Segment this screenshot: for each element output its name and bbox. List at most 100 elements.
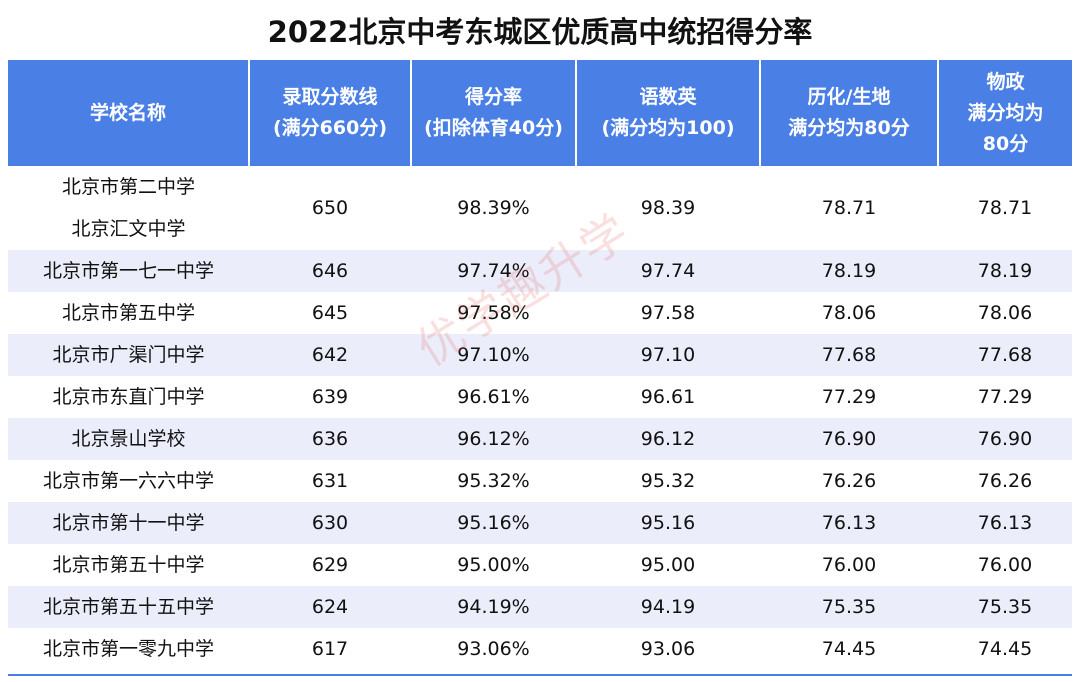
school-name: 北京市广渠门中学 — [52, 344, 205, 366]
cutoff-score-cell: 642 — [249, 334, 411, 376]
cutoff-score-cell: 650 — [311, 197, 349, 219]
physics-politics-cell: 78.71 — [977, 197, 1033, 219]
table-row: 北京市第五中学 645 97.58% 97.58 78.06 78.06 — [8, 292, 1072, 334]
history-chemistry-cell: 77.68 — [760, 334, 938, 376]
physics-politics-cell: 75.35 — [938, 586, 1072, 628]
table-row: 北京景山学校 636 96.12% 96.12 76.90 76.90 — [8, 418, 1072, 460]
school-name: 北京市第五中学 — [61, 302, 195, 324]
header-physics-politics: 物政满分均为 80分 — [937, 60, 1072, 166]
header-line: 满分均为 — [967, 101, 1044, 124]
header-score-rate: 得分率 (扣除体育40分) — [410, 60, 577, 166]
school-name: 北京市东直门中学 — [52, 386, 205, 408]
header-school-name: 学校名称 — [8, 60, 250, 166]
school-name: 北京市第一七一中学 — [42, 260, 214, 282]
school-name-cell: 北京市第一七一中学 — [8, 250, 249, 292]
history-chemistry-cell: 74.45 — [821, 638, 877, 660]
cutoff-score-cell: 631 — [311, 470, 349, 492]
table-row: 北京市第一七一中学 646 97.74% 97.74 78.19 78.19 — [8, 250, 1072, 292]
school-name: 北京市第一六六中学 — [42, 470, 214, 492]
table-row: 北京市第二中学 北京汇文中学 650 98.39% 98.39 78.71 78.71 — [8, 166, 1072, 250]
school-name: 北京市第一零九中学 — [42, 638, 214, 660]
cutoff-score-cell: 629 — [311, 554, 349, 576]
core-subjects-cell: 96.12 — [576, 418, 760, 460]
score-rate-cell: 94.19% — [411, 586, 576, 628]
score-table: 学校名称 录取分数线 (满分660分) 得分率 (扣除体育40分) 语数英 (满分均为100… — [8, 60, 1072, 670]
table-row: 北京市第五十中学 629 95.00% 95.00 76.00 76.00 — [8, 544, 1072, 586]
school-name: 北京市第五十五中学 — [42, 596, 214, 618]
table-row: 北京市第一零九中学 617 93.06% 93.06 74.45 74.45 — [8, 628, 1072, 670]
cutoff-score-cell: 646 — [249, 250, 411, 292]
core-subjects-cell: 94.19 — [576, 586, 760, 628]
core-subjects-cell: 95.16 — [576, 502, 760, 544]
score-rate-cell: 97.74% — [411, 250, 576, 292]
header-line: (扣除体育40分) — [424, 117, 563, 139]
header-chinese-math-english: 语数英 (满分均为100) — [575, 60, 761, 166]
table-header: 学校名称 录取分数线 (满分660分) 得分率 (扣除体育40分) 语数英 (满分均为100… — [8, 60, 1072, 166]
table-row: 北京市第十一中学 630 95.16% 95.16 76.13 76.13 — [8, 502, 1072, 544]
school-name: 北京景山学校 — [71, 428, 186, 450]
physics-politics-cell: 74.45 — [977, 638, 1033, 660]
core-subjects-cell: 97.10 — [576, 334, 760, 376]
score-rate-cell: 98.39% — [457, 197, 530, 219]
history-chemistry-cell: 78.06 — [821, 302, 877, 324]
header-row: 学校名称 录取分数线 (满分660分) 得分率 (扣除体育40分) 语数英 (满分均为100… — [8, 60, 1072, 166]
header-line: (满分660分) — [272, 117, 388, 139]
history-chemistry-cell: 76.26 — [821, 470, 877, 492]
core-subjects-cell: 96.61 — [640, 386, 696, 408]
school-name-cell: 北京市第一零九中学 — [8, 628, 249, 670]
cutoff-score-cell: 617 — [311, 638, 349, 660]
school-name-cell: 北京市第五十五中学 — [8, 586, 249, 628]
history-chemistry-cell: 76.13 — [760, 502, 938, 544]
header-line: 学校名称 — [89, 101, 166, 124]
school-name: 北京市第二中学 — [61, 176, 195, 198]
header-line: 物政 — [986, 70, 1025, 93]
physics-politics-cell: 77.29 — [977, 386, 1033, 408]
score-rate-cell: 96.61% — [457, 386, 530, 408]
page-title: 2022北京中考东城区优质高中统招得分率 — [267, 15, 813, 49]
cutoff-score-cell: 636 — [249, 418, 411, 460]
header-line: 录取分数线 — [282, 86, 378, 108]
bottom-rule — [8, 674, 1072, 676]
history-chemistry-cell: 76.00 — [821, 554, 877, 576]
table-body: 北京市第二中学 北京汇文中学 650 98.39% 98.39 78.71 78.71 北京市… — [8, 166, 1072, 670]
header-history-chemistry: 历化/生地 满分均为80分 — [759, 60, 939, 166]
school-name-cell: 北京市东直门中学 — [8, 376, 249, 418]
core-subjects-cell: 97.58 — [640, 302, 696, 324]
history-chemistry-cell: 78.19 — [760, 250, 938, 292]
core-subjects-cell: 93.06 — [640, 638, 696, 660]
table-row: 北京市第五十五中学 624 94.19% 94.19 75.35 75.35 — [8, 586, 1072, 628]
history-chemistry-cell: 78.71 — [821, 197, 877, 219]
cutoff-score-cell: 639 — [311, 386, 349, 408]
score-rate-cell: 97.10% — [411, 334, 576, 376]
history-chemistry-cell: 76.90 — [760, 418, 938, 460]
school-name-cell: 北京市第五中学 — [8, 292, 249, 334]
table-row: 北京市广渠门中学 642 97.10% 97.10 77.68 77.68 — [8, 334, 1072, 376]
header-line: 历化/生地 — [807, 86, 891, 108]
physics-politics-cell: 78.19 — [938, 250, 1072, 292]
cutoff-score-cell: 624 — [249, 586, 411, 628]
school-name-cell: 北京景山学校 — [8, 418, 249, 460]
score-rate-cell: 93.06% — [457, 638, 530, 660]
physics-politics-cell: 76.26 — [977, 470, 1033, 492]
school-name-cell: 北京市广渠门中学 — [8, 334, 249, 376]
core-subjects-cell: 98.39 — [640, 197, 696, 219]
school-name-cell: 北京市第十一中学 — [8, 502, 249, 544]
core-subjects-cell: 95.00 — [640, 554, 696, 576]
school-name: 北京市第五十中学 — [52, 554, 205, 576]
score-rate-cell: 95.32% — [457, 470, 530, 492]
cutoff-score-cell: 645 — [311, 302, 349, 324]
table-row: 北京市第一六六中学 631 95.32% 95.32 76.26 76.26 — [8, 460, 1072, 502]
header-line: (满分均为100) — [601, 117, 735, 139]
history-chemistry-cell: 77.29 — [821, 386, 877, 408]
header-line: 80分 — [982, 132, 1029, 155]
score-rate-cell: 97.58% — [457, 302, 530, 324]
table-row: 北京市东直门中学 639 96.61% 96.61 77.29 77.29 — [8, 376, 1072, 418]
score-rate-cell: 96.12% — [411, 418, 576, 460]
physics-politics-cell: 77.68 — [938, 334, 1072, 376]
core-subjects-cell: 97.74 — [576, 250, 760, 292]
cutoff-score-cell: 630 — [249, 502, 411, 544]
header-line: 语数英 — [639, 86, 697, 108]
school-name: 北京汇文中学 — [71, 218, 186, 240]
core-subjects-cell: 95.32 — [640, 470, 696, 492]
school-name-cell: 北京市第一六六中学 — [8, 460, 249, 502]
